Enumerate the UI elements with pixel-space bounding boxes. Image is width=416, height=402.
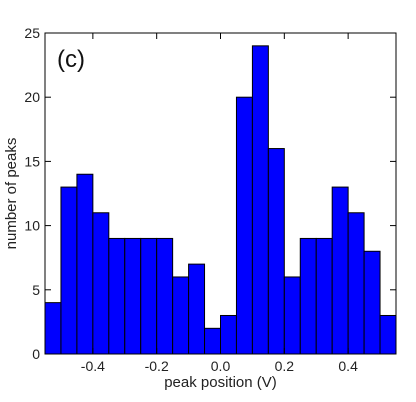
y-tick-label: 5 <box>32 282 40 298</box>
x-tick-label: -0.4 <box>81 358 105 374</box>
bars-group <box>44 45 397 355</box>
histogram-bar <box>363 250 381 355</box>
histogram-bar <box>140 237 158 355</box>
histogram-bar <box>315 237 333 355</box>
histogram-bar <box>347 212 365 355</box>
y-tick-label: 0 <box>32 346 40 362</box>
y-tick-label: 15 <box>24 153 40 169</box>
panel-label: (c) <box>57 46 85 73</box>
histogram-bar <box>156 237 174 355</box>
y-axis-label: number of peaks <box>3 138 20 250</box>
y-tick-label: 10 <box>24 218 40 234</box>
histogram-bar <box>235 96 253 355</box>
histogram-bar <box>108 237 126 355</box>
histogram-bar <box>92 212 110 355</box>
histogram-bar <box>299 237 317 355</box>
x-tick-label: -0.2 <box>145 358 169 374</box>
x-ticks: -0.4 -0.2 0.0 0.2 0.4 <box>81 33 358 374</box>
histogram-bar <box>44 302 62 355</box>
histogram-bar <box>124 237 142 355</box>
histogram-bar <box>172 276 190 355</box>
y-tick-label: 20 <box>24 89 40 105</box>
y-tick-label: 25 <box>24 25 40 41</box>
x-tick-label: 0.2 <box>275 358 295 374</box>
histogram-bar <box>251 45 269 355</box>
x-tick-label: 0.4 <box>338 358 358 374</box>
x-tick-label: 0.0 <box>211 358 231 374</box>
y-ticks: 0 5 10 15 20 25 <box>24 25 396 362</box>
histogram-bar <box>76 173 94 355</box>
x-axis-label: peak position (V) <box>164 374 277 391</box>
histogram-bar <box>60 186 78 355</box>
histogram-bar <box>188 263 206 355</box>
histogram-bar <box>379 314 397 355</box>
histogram-bar <box>267 148 285 355</box>
histogram-bar <box>204 327 222 355</box>
histogram-bar <box>283 276 301 355</box>
histogram-bar <box>220 314 237 355</box>
histogram-bar <box>331 186 349 355</box>
